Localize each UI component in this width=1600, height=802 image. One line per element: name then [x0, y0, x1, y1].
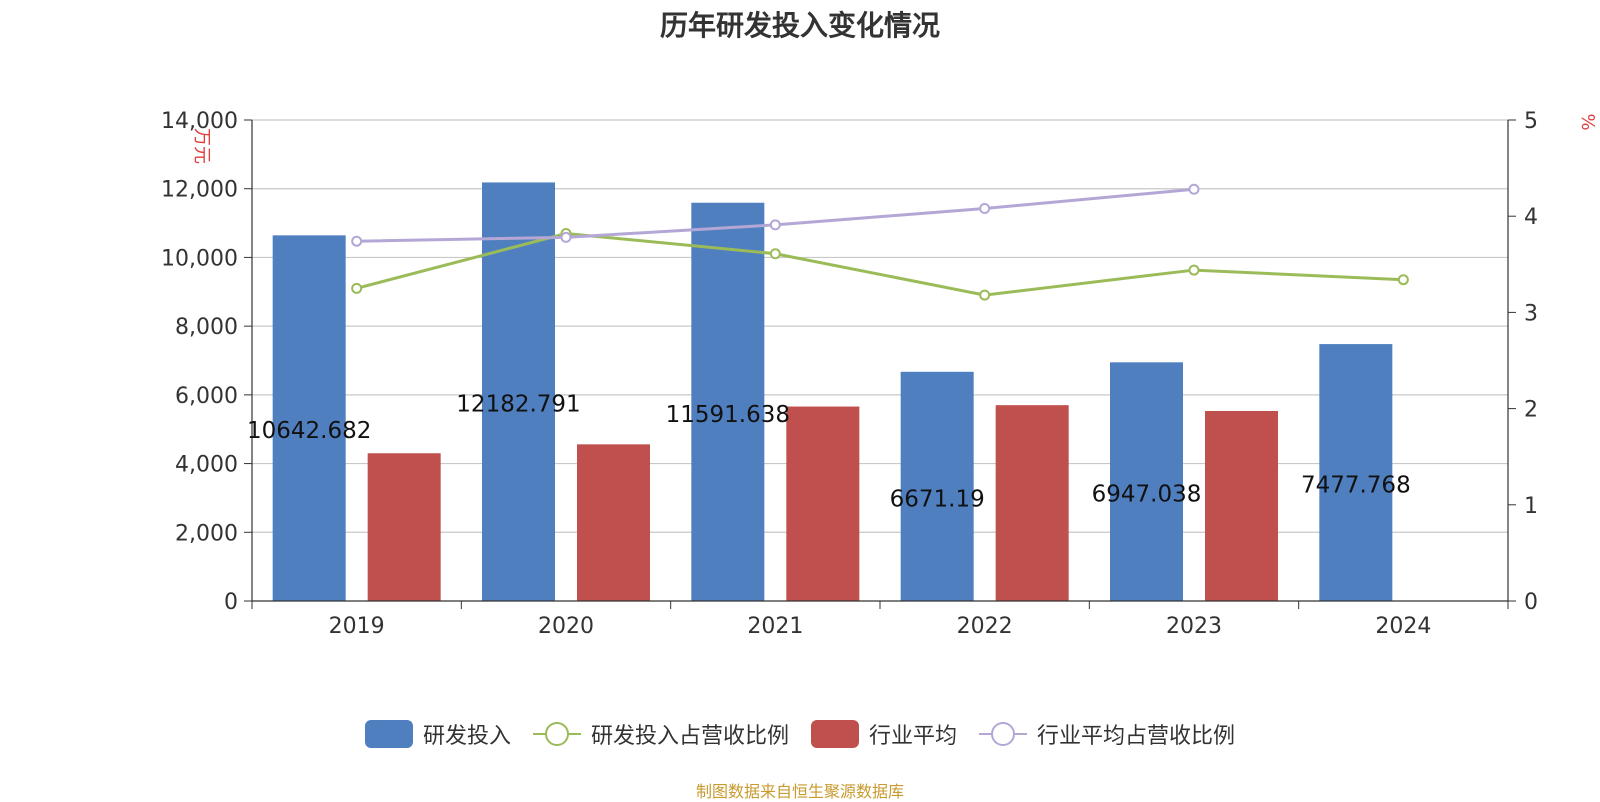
y-left-axis-label: 万元: [191, 128, 212, 164]
bar-2023-0: [1110, 362, 1183, 601]
legend-item-industry[interactable]: 行业平均: [811, 718, 957, 750]
bar-2021-0: [691, 202, 765, 601]
line-point-0-4: [1188, 264, 1200, 276]
legend: 研发投入 研发投入占营收比例 行业平均 行业平均占营收比例: [0, 718, 1600, 750]
x-tick-label: 2021: [747, 614, 803, 639]
y-right-axis-label: %: [1577, 113, 1598, 130]
data-label-2022: 6671.19: [890, 486, 985, 512]
y-left-tick-label: 12,000: [161, 178, 238, 203]
legend-item-rd[interactable]: 研发投入: [364, 718, 511, 750]
y-left-tick-label: 10,000: [161, 246, 238, 271]
legend-swatch-industry: [811, 720, 859, 748]
bar-2019-0: [272, 235, 346, 602]
y-left-tick-label: 6,000: [175, 384, 238, 409]
y-right-tick-label: 5: [1524, 109, 1538, 134]
bar-2023-1: [1205, 411, 1278, 601]
y-right-tick-label: 2: [1524, 398, 1538, 423]
legend-label-rd: 研发投入: [422, 724, 511, 749]
y-right-tick-label: 1: [1524, 494, 1538, 519]
legend-swatch-rd-ratio: [532, 720, 581, 748]
bar-group: [272, 182, 1393, 602]
y-left-tick-label: 0: [224, 590, 238, 615]
x-tick-label: 2022: [957, 614, 1013, 639]
data-label-2023: 6947.038: [1092, 482, 1202, 508]
line-point-0-3: [979, 289, 991, 301]
line-point-1-4: [1188, 183, 1200, 195]
line-point-0-5: [1397, 274, 1409, 286]
line-group: [351, 183, 1409, 301]
line-point-0-0: [351, 282, 363, 294]
y-left-tick-label: 14,000: [161, 109, 238, 134]
legend-swatch-industry-ratio: [979, 720, 1028, 748]
y-left-tick-label: 8,000: [175, 315, 238, 340]
legend-label-industry-ratio: 行业平均占营收比例: [1037, 724, 1236, 749]
y-left-tick-label: 2,000: [175, 521, 238, 546]
line-series-0: [356, 231, 1404, 297]
line-point-1-0: [351, 235, 363, 247]
bar-2022-0: [900, 371, 974, 601]
data-label-2021: 11591.638: [666, 402, 790, 428]
x-tick-label: 2024: [1375, 614, 1431, 639]
bar-2021-1: [786, 406, 860, 601]
legend-swatch-rd: [364, 720, 413, 748]
data-label-2020: 12182.791: [456, 392, 580, 418]
line-point-1-2: [769, 219, 781, 231]
x-tick-label: 2019: [329, 614, 385, 639]
x-tick-label: 2023: [1166, 614, 1222, 639]
x-tick-label: 2020: [538, 614, 594, 639]
bar-2020-1: [577, 444, 650, 601]
legend-item-industry-ratio[interactable]: 行业平均占营收比例: [979, 718, 1235, 750]
y-right-tick-label: 3: [1524, 301, 1538, 326]
bar-2022-1: [995, 405, 1069, 601]
y-right-tick-label: 4: [1524, 205, 1538, 230]
source-note: 制图数据来自恒生聚源数据库: [695, 782, 904, 801]
data-label-2024: 7477.768: [1301, 473, 1411, 499]
line-point-1-1: [560, 231, 572, 243]
y-right-tick-label: 0: [1524, 590, 1538, 615]
axes: 0 2,000 4,000 6,000 8,000 10,000 12,000 14,000 0…: [161, 109, 1598, 639]
line-point-1-3: [979, 203, 991, 215]
legend-label-rd-ratio: 研发投入占营收比例: [590, 724, 789, 749]
y-left-tick-label: 4,000: [175, 453, 238, 478]
line-point-0-2: [769, 248, 781, 260]
chart-title: 历年研发投入变化情况: [659, 9, 940, 42]
data-labels: 10642.682 12182.791 11591.638 6671.19 6947.0…: [247, 392, 1411, 513]
bar-2019-1: [367, 453, 441, 601]
bar-2024-0: [1319, 344, 1393, 601]
legend-label-industry: 行业平均: [869, 724, 958, 749]
legend-item-rd-ratio[interactable]: 研发投入占营收比例: [532, 718, 789, 750]
grid-lines: [252, 119, 1508, 533]
data-label-2019: 10642.682: [247, 418, 371, 444]
